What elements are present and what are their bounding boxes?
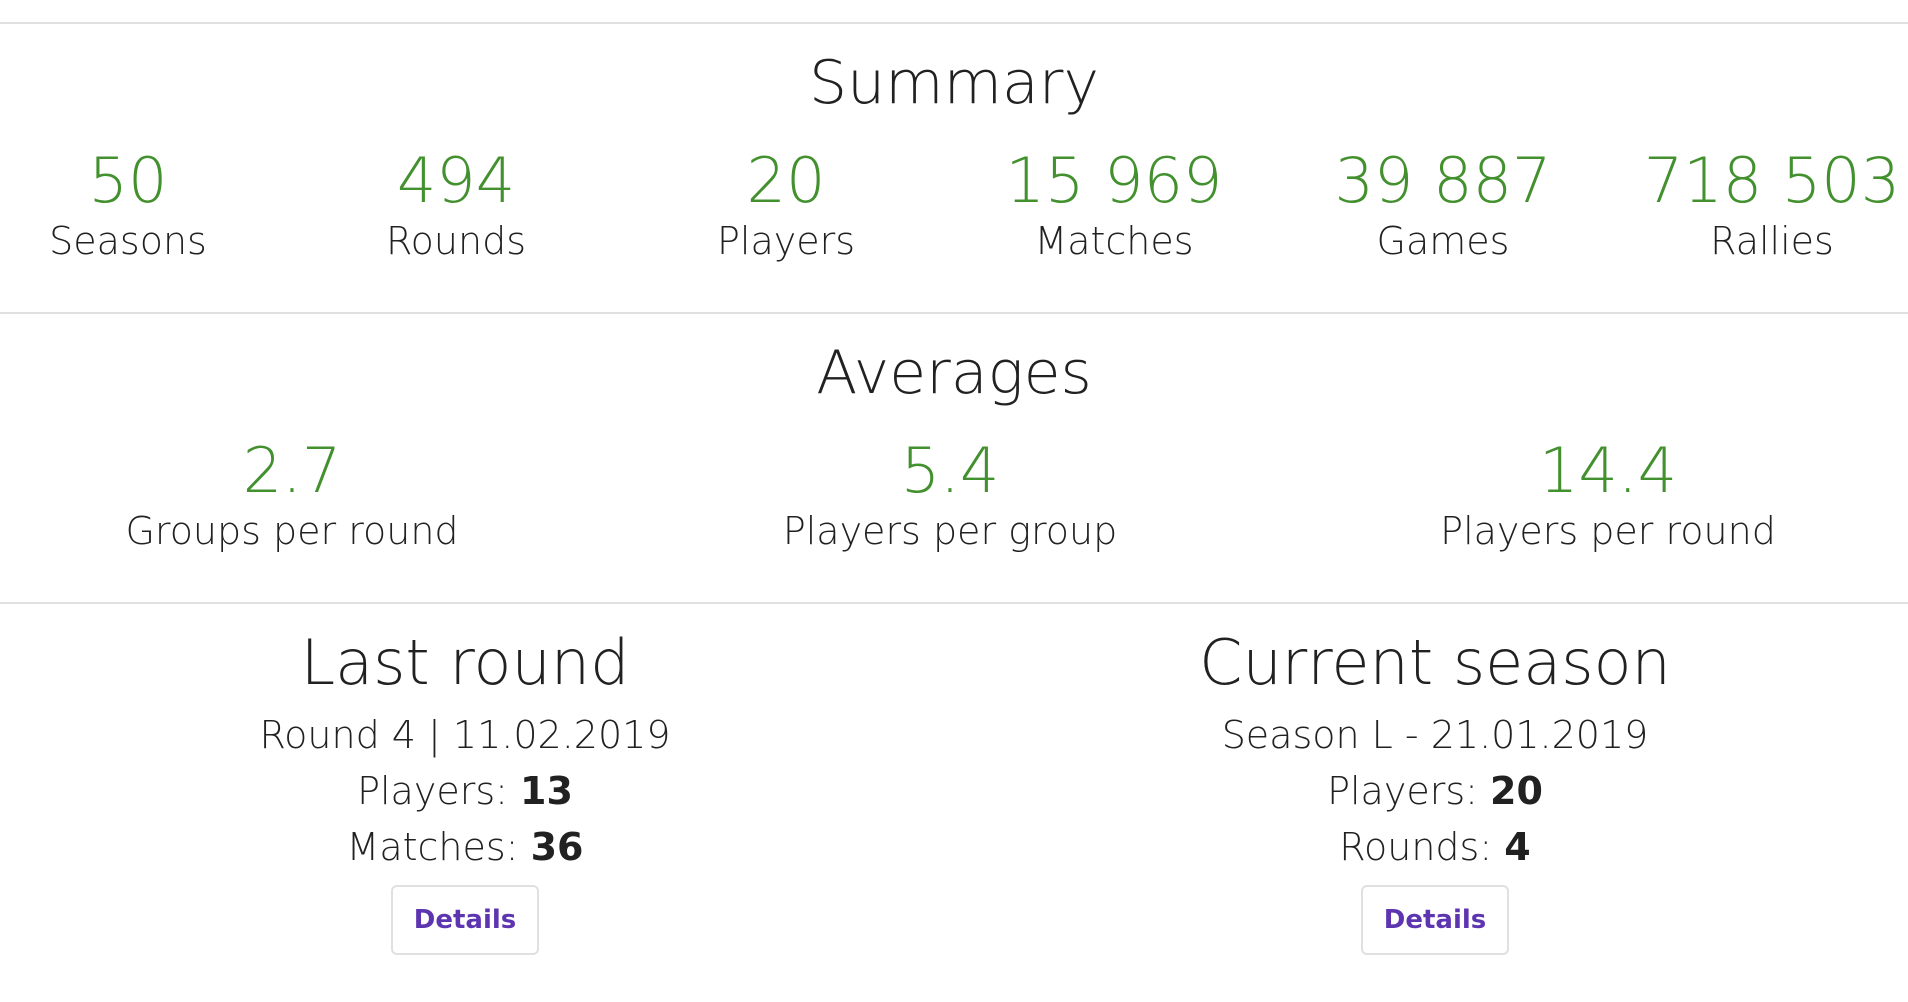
players-value: 20 xyxy=(746,144,826,217)
summary-stat-games: 39 887 Games xyxy=(1323,144,1563,263)
summary-divider xyxy=(0,312,1908,314)
seasons-value: 50 xyxy=(88,144,168,217)
last-round-players-label: Players: xyxy=(357,769,508,813)
last-round-panel: Last round Round 4 | 11.02.2019 Players:… xyxy=(180,626,750,867)
rallies-value: 718 503 xyxy=(1643,144,1901,217)
avg-groups-per-round: 2.7 Groups per round xyxy=(112,434,472,553)
current-season-rounds-label: Rounds: xyxy=(1339,825,1493,869)
players-label: Players xyxy=(716,219,856,263)
last-round-matches-value: 36 xyxy=(530,825,584,869)
top-divider xyxy=(0,22,1908,24)
summary-stat-players: 20 Players xyxy=(686,144,886,263)
players-per-round-value: 14.4 xyxy=(1538,434,1678,507)
current-season-rounds: Rounds: 4 xyxy=(1150,828,1720,866)
last-round-players: Players: 13 xyxy=(180,772,750,810)
players-per-round-label: Players per round xyxy=(1440,509,1776,553)
games-label: Games xyxy=(1376,219,1510,263)
summary-stat-seasons: 50 Seasons xyxy=(28,144,228,263)
last-round-matches-label: Matches: xyxy=(346,825,519,869)
players-per-group-value: 5.4 xyxy=(900,434,1000,507)
summary-stat-matches: 15 969 Matches xyxy=(994,144,1234,263)
current-season-details-button[interactable]: Details xyxy=(1361,885,1509,955)
current-season-panel: Current season Season L - 21.01.2019 Pla… xyxy=(1150,626,1720,867)
rallies-label: Rallies xyxy=(1710,219,1834,263)
last-round-players-value: 13 xyxy=(520,769,573,813)
rounds-label: Rounds xyxy=(385,219,527,263)
rounds-value: 494 xyxy=(396,144,516,217)
matches-label: Matches xyxy=(1034,219,1194,263)
averages-divider xyxy=(0,602,1908,604)
last-round-matches: Matches: 36 xyxy=(180,828,750,866)
summary-stat-rallies: 718 503 Rallies xyxy=(1636,144,1908,263)
last-round-title: Last round xyxy=(300,626,630,699)
current-season-players-label: Players: xyxy=(1327,769,1478,813)
avg-players-per-round: 14.4 Players per round xyxy=(1428,434,1788,553)
current-season-subtitle: Season L - 21.01.2019 xyxy=(1221,713,1649,757)
matches-value: 15 969 xyxy=(1005,144,1223,217)
players-per-group-label: Players per group xyxy=(782,509,1118,553)
seasons-label: Seasons xyxy=(49,219,207,263)
current-season-players: Players: 20 xyxy=(1150,772,1720,810)
games-value: 39 887 xyxy=(1334,144,1552,217)
groups-per-round-value: 2.7 xyxy=(242,434,342,507)
groups-per-round-label: Groups per round xyxy=(125,509,459,553)
current-season-title: Current season xyxy=(1199,626,1671,699)
last-round-subtitle: Round 4 | 11.02.2019 xyxy=(259,713,671,757)
current-season-players-value: 20 xyxy=(1490,769,1543,813)
summary-stat-rounds: 494 Rounds xyxy=(356,144,556,263)
averages-title: Averages xyxy=(816,338,1092,408)
current-season-rounds-value: 4 xyxy=(1504,825,1531,869)
summary-title: Summary xyxy=(809,48,1099,118)
avg-players-per-group: 5.4 Players per group xyxy=(770,434,1130,553)
last-round-details-button[interactable]: Details xyxy=(391,885,539,955)
